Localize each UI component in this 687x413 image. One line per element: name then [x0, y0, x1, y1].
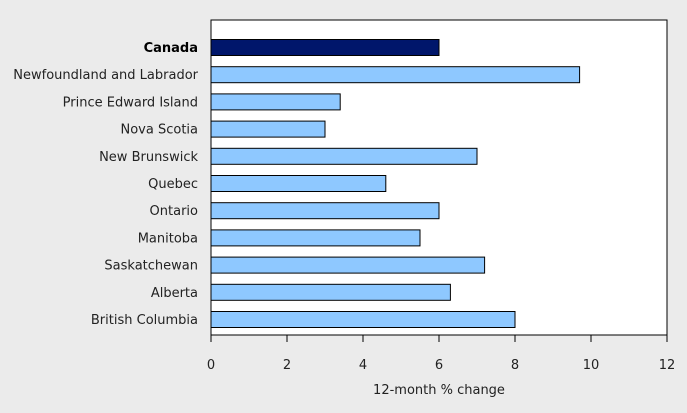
- category-label-nova-scotia: Nova Scotia: [121, 123, 199, 138]
- category-label-alberta: Alberta: [151, 286, 198, 301]
- x-tick-label: 4: [359, 358, 367, 373]
- category-label-quebec: Quebec: [148, 177, 198, 192]
- category-label-prince-edward-island: Prince Edward Island: [63, 95, 198, 110]
- x-tick-label: 12: [659, 358, 676, 373]
- x-tick-label: 0: [207, 358, 215, 373]
- bar-alberta: [210, 283, 451, 301]
- category-label-ontario: Ontario: [150, 204, 198, 219]
- x-tick-label: 8: [511, 358, 519, 373]
- x-tick-label: 2: [283, 358, 291, 373]
- bar-saskatchewan: [210, 256, 486, 274]
- category-label-newfoundland-and-labrador: Newfoundland and Labrador: [13, 68, 198, 83]
- bar-canada: [210, 39, 440, 56]
- x-tick-label: 6: [435, 358, 443, 373]
- bars-group: [210, 39, 581, 328]
- bar-manitoba: [210, 229, 421, 247]
- x-tick-label: 10: [583, 358, 600, 373]
- category-label-manitoba: Manitoba: [138, 231, 198, 246]
- bar-british-columbia: [210, 311, 516, 328]
- category-label-new-brunswick: New Brunswick: [99, 150, 198, 165]
- bar-prince-edward-island: [210, 93, 341, 111]
- category-label-saskatchewan: Saskatchewan: [104, 259, 198, 274]
- bar-ontario: [210, 202, 440, 220]
- bar-nova-scotia: [210, 120, 326, 138]
- category-label-british-columbia: British Columbia: [91, 313, 198, 328]
- category-labels: Canada Newfoundland and Labrador Prince Ed…: [13, 41, 198, 328]
- x-axis-title: 12-month % change: [373, 383, 505, 398]
- category-label-canada: Canada: [144, 41, 198, 56]
- bar-new-brunswick: [210, 147, 478, 165]
- bar-quebec: [210, 175, 387, 192]
- bar-newfoundland-and-labrador: [210, 66, 581, 84]
- x-axis-ticks: 0 2 4 6 8 10 12: [207, 335, 675, 373]
